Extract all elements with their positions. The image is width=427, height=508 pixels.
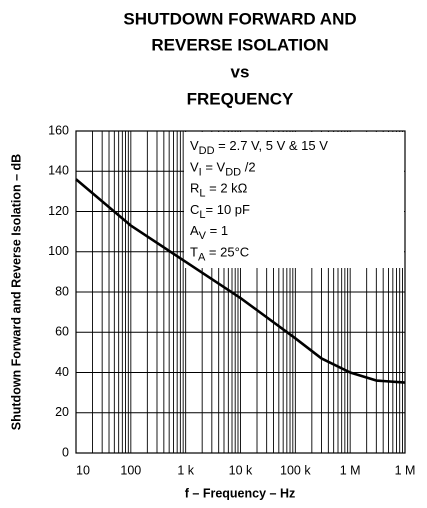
annotation-text: = 2.7 V, 5 V & 15 V	[215, 138, 329, 153]
annotation: RL = 2 kΩ	[190, 181, 248, 199]
plot-frame	[75, 130, 406, 454]
annotation-text: C	[190, 202, 199, 217]
annotation: CL= 10 pF	[190, 202, 250, 220]
annotation-text: = 10 pF	[206, 202, 251, 217]
x-tick-label: 10 k	[229, 463, 253, 477]
y-axis-label: Shutdown Forward and Reverse Isolation –…	[9, 154, 23, 430]
subscript: L	[199, 188, 205, 200]
title-line: FREQUENCY	[187, 89, 294, 108]
subscript: DD	[225, 166, 241, 178]
x-tick-label: 100 k	[280, 463, 311, 477]
subscript: V	[199, 230, 207, 242]
title-line: vs	[231, 62, 250, 81]
title-line: REVERSE ISOLATION	[151, 35, 328, 54]
annotation-text: V	[190, 138, 199, 153]
x-tick-label: 100	[120, 463, 141, 477]
y-tick-label: 20	[55, 405, 69, 419]
annotation: AV = 1	[190, 224, 228, 242]
annotation: VDD = 2.7 V, 5 V & 15 V	[190, 138, 328, 156]
title-line: SHUTDOWN FORWARD AND	[123, 9, 356, 28]
annotation-text: /2	[241, 160, 255, 175]
annotation-text: = V	[202, 160, 226, 175]
subscript: A	[198, 251, 206, 263]
y-tick-label: 60	[55, 325, 69, 339]
subscript: I	[199, 166, 202, 178]
annotation-text: = 2 kΩ	[206, 181, 248, 196]
annotation-text: = 25°C	[205, 245, 249, 260]
y-tick-label: 80	[55, 284, 69, 298]
y-tick-label: 0	[62, 445, 69, 459]
data-line	[75, 178, 406, 384]
annotation-text: V	[190, 160, 199, 175]
x-tick-label: 10	[76, 463, 90, 477]
y-tick-label: 100	[48, 244, 69, 258]
y-tick-label: 160	[48, 123, 69, 137]
x-axis-label: f – Frequency – Hz	[185, 486, 295, 500]
annotation: TA = 25°C	[190, 245, 249, 263]
x-tick-label: 1 M	[395, 463, 416, 477]
annotation-text: R	[190, 181, 199, 196]
x-tick-label: 1 k	[177, 463, 194, 477]
annotation-text: T	[190, 245, 198, 260]
annotation-text: A	[190, 224, 199, 239]
annotation-text: = 1	[206, 224, 228, 239]
annotation: VI = VDD /2	[190, 160, 256, 178]
y-tick-label: 140	[48, 164, 69, 178]
annotation-box	[184, 132, 404, 268]
y-tick-label: 40	[55, 365, 69, 379]
subscript: L	[199, 209, 205, 221]
x-tick-label: 1 M	[340, 463, 361, 477]
y-tick-label: 120	[48, 204, 69, 218]
subscript: DD	[199, 145, 215, 157]
